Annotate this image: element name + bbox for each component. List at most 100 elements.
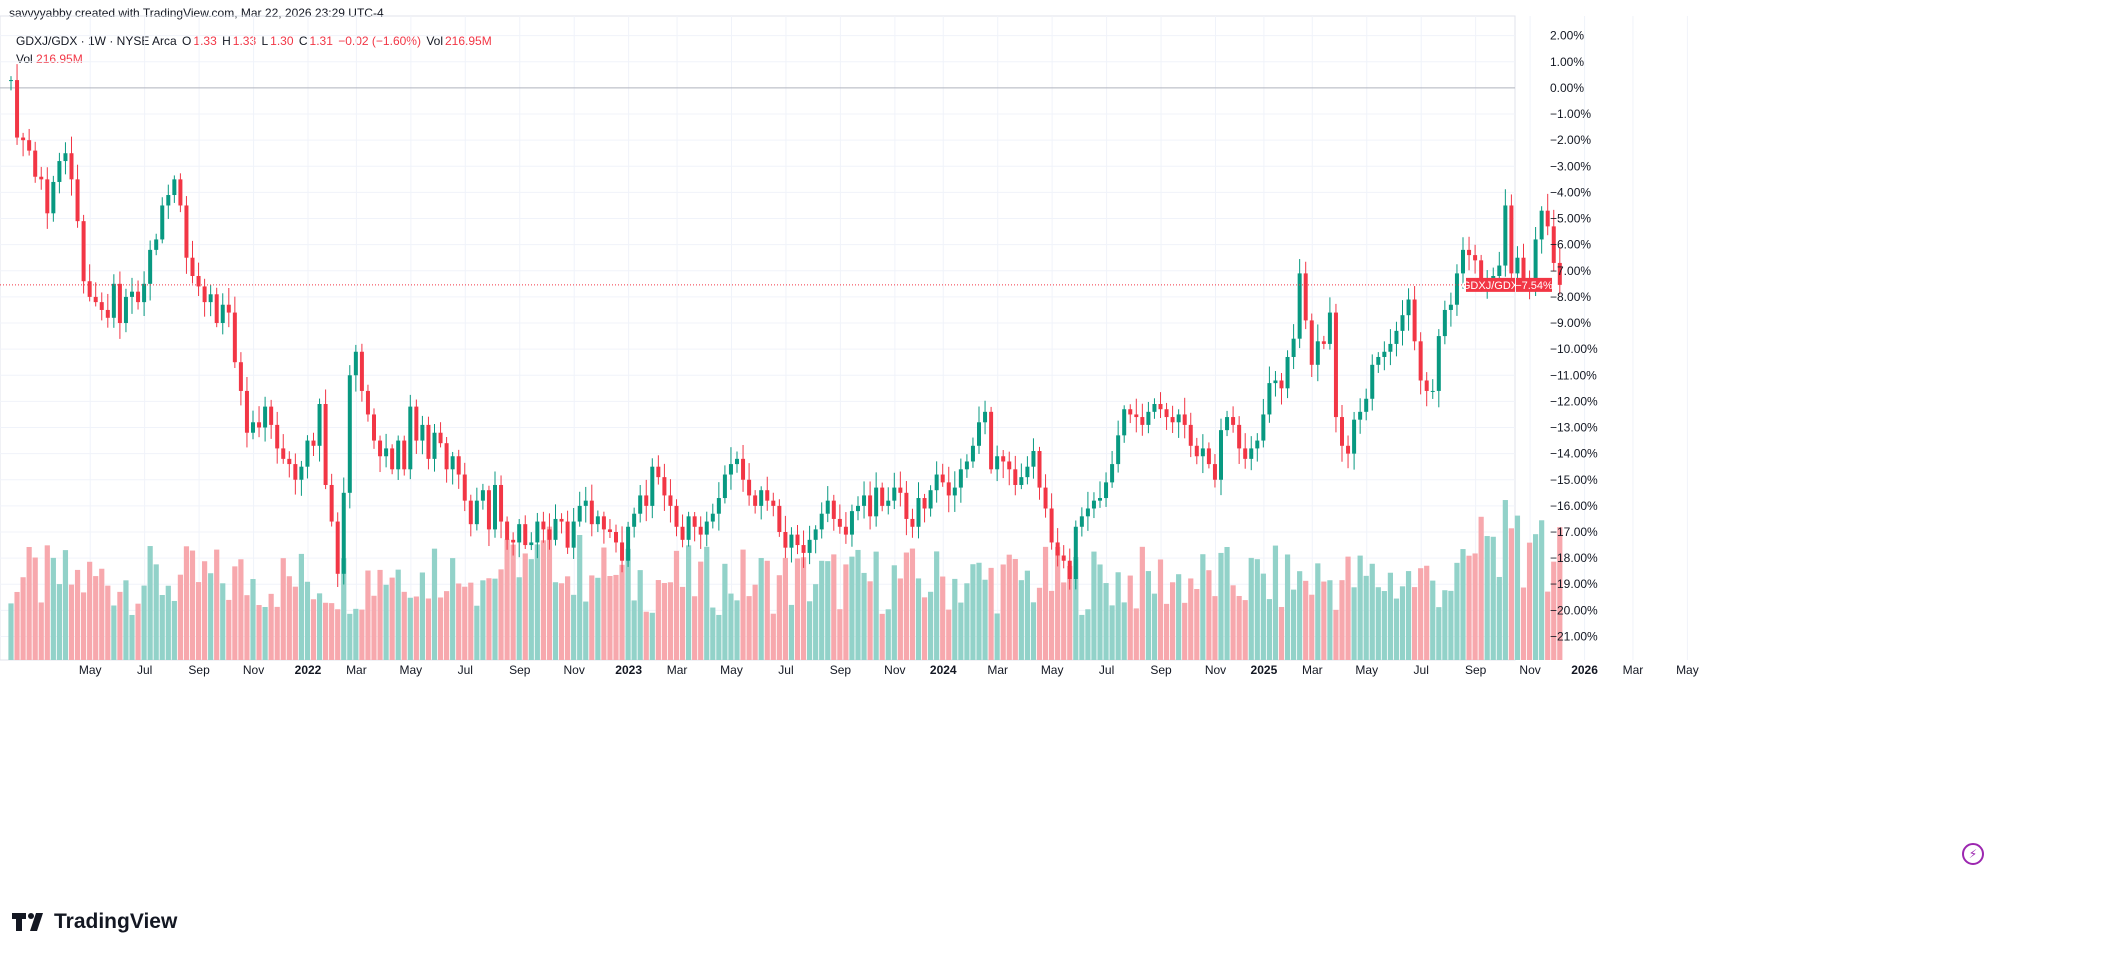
candle-body [1533, 239, 1538, 287]
volume-bar [1405, 571, 1412, 660]
candle-body [849, 511, 854, 535]
volume-bar [1351, 587, 1357, 660]
volume-bar [861, 572, 867, 660]
candle-body [1364, 398, 1369, 412]
volume-bar [87, 561, 93, 660]
candle-body [571, 521, 576, 548]
volume-bar [256, 605, 262, 660]
candle-body [1164, 409, 1169, 418]
candle-body [1315, 341, 1320, 365]
candle-body [704, 521, 709, 535]
volume-bar [1242, 600, 1248, 660]
x-tick-label: 2025 [1251, 663, 1278, 677]
candle-body [269, 406, 274, 425]
volume-bar [770, 613, 776, 660]
volume-bar [1254, 559, 1260, 660]
volume-legend[interactable]: Vol 216.95M [16, 52, 83, 66]
volume-bar [159, 595, 165, 660]
x-tick-label: 2022 [295, 663, 322, 677]
candle-body [922, 498, 927, 509]
volume-bar [800, 557, 807, 660]
volume-bar [1315, 563, 1321, 660]
volume-bar [782, 557, 788, 660]
tradingview-logo[interactable]: TradingView [12, 910, 177, 934]
candle-body [1188, 424, 1193, 446]
y-tick-label: −15.00% [1550, 473, 1598, 487]
volume-bar [419, 572, 425, 660]
volume-bar [1484, 536, 1490, 660]
candle-body [462, 474, 467, 501]
candle-body [1442, 309, 1447, 337]
volume-bar [704, 546, 710, 660]
candle-body [33, 150, 38, 177]
volume-bar [837, 609, 843, 660]
volume-bar [1236, 595, 1242, 660]
candle-body [952, 487, 957, 496]
volume-bar [1375, 587, 1381, 660]
volume-bar [1339, 580, 1345, 660]
volume-bar [274, 606, 280, 660]
volume-bar [1188, 578, 1194, 660]
volume-bar [1103, 583, 1109, 660]
volume-bar [238, 559, 244, 660]
x-tick-label: Mar [1302, 663, 1323, 677]
y-tick-label: −12.00% [1550, 394, 1598, 408]
volume-bar [1502, 500, 1508, 660]
volume-bar [407, 597, 413, 660]
candle-body [263, 406, 268, 428]
x-tick-label: May [400, 663, 423, 677]
candle-body [390, 448, 395, 470]
candle-body [117, 283, 122, 324]
volume-bar [383, 584, 389, 660]
candle-body [977, 422, 981, 446]
x-tick-label: May [1041, 663, 1064, 677]
volume-bar [32, 557, 38, 660]
volume-bar [1278, 606, 1285, 660]
candle-body [257, 422, 262, 428]
volume-bar [1036, 587, 1043, 660]
volume-bar [1418, 568, 1424, 660]
volume-bar [1466, 555, 1472, 660]
volume-bar [698, 561, 704, 660]
x-tick-label: Sep [830, 663, 852, 677]
candle-body [1303, 273, 1308, 321]
volume-bar [1448, 590, 1454, 660]
volume-bar [1067, 565, 1073, 660]
tv-logo-icon [12, 913, 43, 931]
volume-bar [522, 553, 528, 660]
candle-body [1085, 508, 1090, 517]
lightning-icon[interactable]: ⚡ [1962, 843, 1984, 865]
volume-bar [371, 595, 377, 660]
volume-bar [1012, 558, 1018, 660]
candle-body [638, 495, 643, 514]
candle-body [1515, 257, 1520, 274]
volume-bar [1145, 571, 1151, 660]
candle-body [1031, 451, 1036, 467]
volume-bar [244, 595, 250, 660]
candle-body [656, 466, 661, 478]
candle-body [674, 505, 679, 527]
volume-bar [1109, 605, 1115, 660]
legend-vol-value: 216.95M [445, 34, 492, 48]
candle-body [426, 424, 431, 459]
candle-body [541, 521, 546, 530]
volume-bar [1091, 551, 1097, 660]
volume-bar [516, 577, 522, 660]
volume-bar [595, 577, 601, 660]
price-tag-name-bg [1466, 277, 1515, 292]
candle-body [1545, 210, 1550, 227]
volume-bar [38, 602, 44, 660]
volume-bar [643, 611, 649, 660]
candle-body [928, 490, 933, 509]
volume-bar [1363, 575, 1369, 660]
low-value: 1.30 [270, 34, 294, 48]
candle-body [359, 351, 364, 391]
candle-body [1170, 417, 1175, 423]
candle-body [795, 534, 800, 546]
volume-bar [486, 578, 492, 660]
candle-body [444, 443, 449, 470]
volume-bar [105, 585, 111, 660]
candle-body [1122, 409, 1127, 436]
